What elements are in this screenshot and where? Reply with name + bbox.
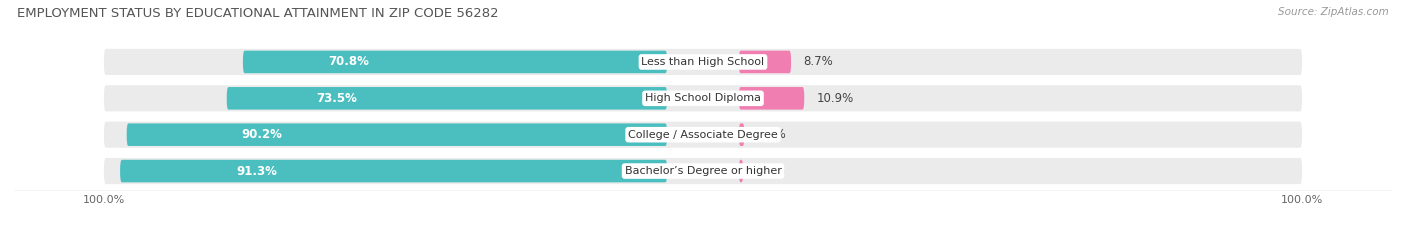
- FancyBboxPatch shape: [127, 123, 666, 146]
- FancyBboxPatch shape: [104, 49, 1302, 75]
- Text: 73.5%: 73.5%: [316, 92, 357, 105]
- Text: 0.9%: 0.9%: [756, 128, 786, 141]
- FancyBboxPatch shape: [104, 158, 1302, 184]
- Text: Less than High School: Less than High School: [641, 57, 765, 67]
- FancyBboxPatch shape: [740, 123, 744, 146]
- FancyBboxPatch shape: [740, 51, 792, 73]
- FancyBboxPatch shape: [104, 122, 1302, 148]
- Text: Bachelor’s Degree or higher: Bachelor’s Degree or higher: [624, 166, 782, 176]
- Text: 0.7%: 0.7%: [755, 164, 785, 178]
- FancyBboxPatch shape: [104, 85, 1302, 111]
- Text: 70.8%: 70.8%: [329, 55, 370, 69]
- FancyBboxPatch shape: [226, 87, 666, 110]
- FancyBboxPatch shape: [740, 87, 804, 110]
- FancyBboxPatch shape: [120, 160, 666, 182]
- Text: High School Diploma: High School Diploma: [645, 93, 761, 103]
- Text: 91.3%: 91.3%: [236, 164, 277, 178]
- Text: 8.7%: 8.7%: [803, 55, 832, 69]
- Text: Source: ZipAtlas.com: Source: ZipAtlas.com: [1278, 7, 1389, 17]
- Text: College / Associate Degree: College / Associate Degree: [628, 130, 778, 140]
- FancyBboxPatch shape: [243, 51, 666, 73]
- Text: 90.2%: 90.2%: [242, 128, 283, 141]
- Text: 10.9%: 10.9%: [817, 92, 853, 105]
- Text: EMPLOYMENT STATUS BY EDUCATIONAL ATTAINMENT IN ZIP CODE 56282: EMPLOYMENT STATUS BY EDUCATIONAL ATTAINM…: [17, 7, 499, 20]
- FancyBboxPatch shape: [740, 160, 744, 182]
